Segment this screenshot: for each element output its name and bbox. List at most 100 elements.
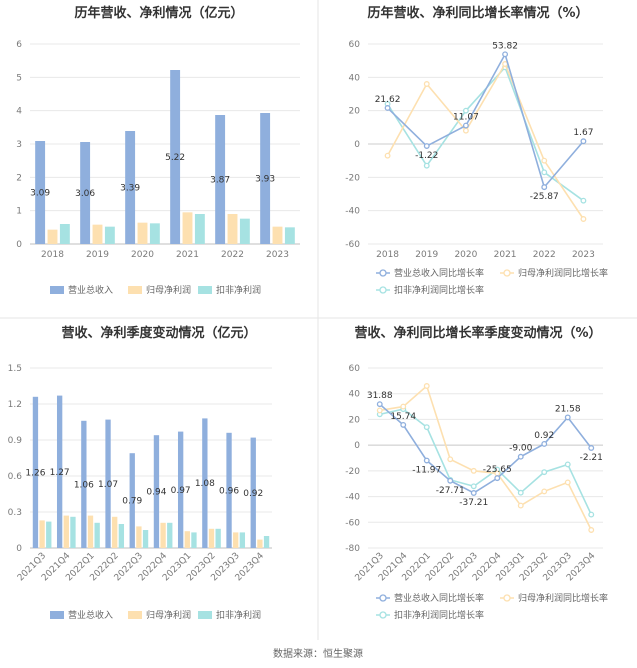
bar-deducted-profit xyxy=(70,516,76,548)
legend-swatch-marker xyxy=(379,611,387,619)
bar-revenue xyxy=(80,142,91,244)
legend-label: 营业总收入同比增长率 xyxy=(394,267,484,279)
bar-value-label: 1.08 xyxy=(195,479,215,489)
data-point xyxy=(541,469,548,476)
bar-value-label: 3.39 xyxy=(120,184,140,194)
y-tick-label: 0 xyxy=(16,544,22,554)
legend-label: 归母净利润 xyxy=(146,609,191,621)
bar-deducted-profit xyxy=(191,532,197,548)
data-point xyxy=(462,127,469,134)
data-point xyxy=(400,403,407,410)
y-tick-label: -20 xyxy=(345,467,360,477)
chart-title: 营收、净利季度变动情况（亿元） xyxy=(61,325,256,341)
y-tick-label: 3 xyxy=(16,140,22,150)
point-value-label: 15.74 xyxy=(390,412,416,422)
data-point xyxy=(462,122,469,129)
bar-revenue xyxy=(35,141,46,244)
legend-label: 扣非净利润 xyxy=(216,284,261,296)
legend-swatch-marker xyxy=(379,286,387,294)
bar-net-profit xyxy=(208,528,215,548)
bar-net-profit xyxy=(39,520,45,548)
point-value-label: 0.92 xyxy=(534,431,554,441)
bar-revenue xyxy=(105,419,111,548)
series-line xyxy=(379,384,592,531)
bar-revenue xyxy=(177,431,184,548)
bar-value-label: 0.79 xyxy=(122,497,142,507)
y-tick-label: 60 xyxy=(349,40,361,50)
y-tick-label: -60 xyxy=(345,240,360,250)
bar-revenue xyxy=(260,113,271,244)
bar-revenue xyxy=(81,420,87,548)
bar-deducted-profit xyxy=(59,224,70,244)
y-tick-label: -80 xyxy=(345,544,360,554)
data-point xyxy=(517,489,524,496)
bar-value-label: 0.96 xyxy=(219,486,239,496)
y-tick-label: 60 xyxy=(349,364,361,374)
data-point xyxy=(384,105,391,111)
data-point xyxy=(588,511,595,518)
bar-deducted-profit xyxy=(239,532,246,548)
legend-label: 营业总收入 xyxy=(68,284,113,296)
legend-label: 营业总收入 xyxy=(68,609,113,621)
bar-deducted-profit xyxy=(94,522,100,548)
data-point xyxy=(494,475,501,482)
bar-revenue xyxy=(125,131,136,244)
legend-label: 归母净利润 xyxy=(146,284,191,296)
data-point xyxy=(423,162,430,169)
data-point xyxy=(541,157,548,164)
data-point xyxy=(541,184,548,191)
x-tick-label: 2023 xyxy=(572,250,595,260)
bar-revenue xyxy=(250,437,256,548)
data-point xyxy=(517,453,524,460)
point-value-label: -25.65 xyxy=(483,465,512,475)
y-tick-label: 20 xyxy=(349,415,361,425)
series-line xyxy=(386,62,585,220)
x-tick-label: 2018 xyxy=(41,250,64,260)
bar-value-label: 1.07 xyxy=(98,480,118,490)
data-point xyxy=(400,421,407,428)
legend-label: 营业总收入同比增长率 xyxy=(394,592,484,604)
bar-deducted-profit xyxy=(263,536,270,548)
legend-label: 扣非净利润同比增长率 xyxy=(394,284,484,296)
x-tick-label: 2021 xyxy=(176,250,199,260)
bar-net-profit xyxy=(184,531,190,548)
bar-deducted-profit xyxy=(215,528,221,548)
data-point xyxy=(564,461,571,468)
bar-net-profit xyxy=(182,212,193,244)
bar-net-profit xyxy=(87,515,94,548)
data-point xyxy=(447,456,454,463)
data-point xyxy=(423,457,430,464)
legend-swatch xyxy=(198,286,212,294)
y-tick-label: 1.5 xyxy=(8,364,22,374)
y-tick-label: 1.2 xyxy=(8,400,22,410)
data-point xyxy=(470,467,477,474)
data-point xyxy=(423,424,430,431)
bar-value-label: 1.27 xyxy=(50,468,70,478)
y-tick-label: -40 xyxy=(345,493,360,503)
legend-swatch xyxy=(128,611,142,619)
point-value-label: -25.87 xyxy=(530,192,559,202)
point-value-label: 21.58 xyxy=(555,404,581,414)
bar-net-profit xyxy=(63,515,69,548)
data-point xyxy=(588,445,595,451)
data-point xyxy=(517,502,524,509)
legend-swatch-marker xyxy=(379,269,387,277)
bar-net-profit xyxy=(112,516,118,548)
series-line xyxy=(387,52,585,189)
bar-revenue xyxy=(129,453,135,548)
bar-value-label: 1.26 xyxy=(25,468,45,478)
y-tick-label: 4 xyxy=(16,107,22,117)
bar-deducted-profit xyxy=(149,223,160,244)
legend-label: 归母净利润同比增长率 xyxy=(518,592,608,604)
bar-deducted-profit xyxy=(46,521,52,548)
bar-value-label: 3.06 xyxy=(75,189,95,199)
legend-swatch xyxy=(198,611,212,619)
bar-value-label: 3.93 xyxy=(255,175,275,185)
bar-net-profit xyxy=(136,526,142,548)
data-point xyxy=(423,143,430,149)
bar-net-profit xyxy=(160,522,166,548)
legend-swatch-marker xyxy=(503,269,511,277)
data-point xyxy=(541,488,548,495)
y-tick-label: -40 xyxy=(345,207,360,217)
